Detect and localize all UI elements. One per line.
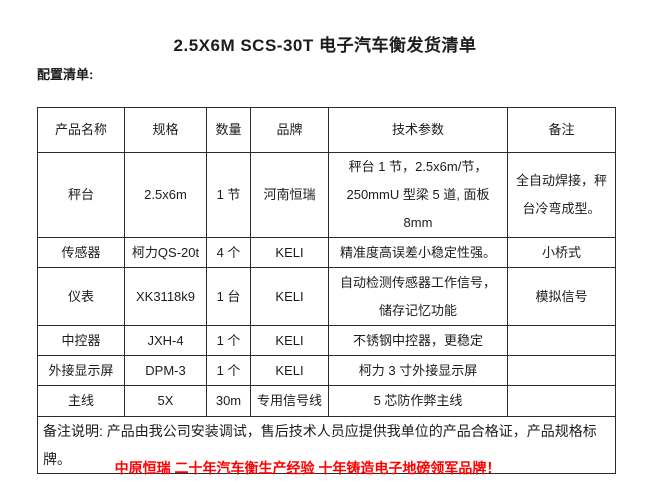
table-row-main-cable: 主线 5X 30m 专用信号线 5 芯防作弊主线	[37, 385, 616, 417]
column-header-note: 备注	[507, 107, 616, 153]
tech-params-cell: 柯力 3 寸外接显示屏	[328, 355, 508, 386]
spec-cell: XK3118k9	[124, 267, 207, 326]
table-row-indicator: 仪表 XK3118k9 1 台 KELI 自动检测传感器工作信号， 储存记忆功能…	[37, 267, 616, 326]
spec-cell: 柯力QS-20t	[124, 237, 207, 268]
tech-params-cell: 秤台 1 节，2.5x6m/节， 250mmU 型梁 5 道, 面板 8mm	[328, 152, 508, 238]
spec-cell: DPM-3	[124, 355, 207, 386]
brand-cell: 河南恒瑞	[250, 152, 329, 238]
tech-params-cell: 自动检测传感器工作信号， 储存记忆功能	[328, 267, 508, 326]
note-cell: 小桥式	[507, 237, 616, 268]
spec-cell: 2.5x6m	[124, 152, 207, 238]
quantity-cell: 30m	[206, 385, 251, 417]
note-cell	[507, 385, 616, 417]
product-name-cell: 仪表	[37, 267, 125, 326]
table-row-sensor: 传感器 柯力QS-20t 4 个 KELI 精准度高误差小稳定性强。 小桥式	[37, 237, 616, 268]
spec-cell: 5X	[124, 385, 207, 417]
table-row-junction-box: 中控器 JXH-4 1 个 KELI 不锈钢中控器，更稳定	[37, 325, 616, 356]
table-header-row: 产品名称 规格 数量 品牌 技术参数 备注	[37, 107, 616, 153]
page-title: 2.5X6M SCS-30T 电子汽车衡发货清单	[173, 36, 477, 55]
product-name-cell: 中控器	[37, 325, 125, 356]
note-cell: 全自动焊接，秤 台冷弯成型。	[507, 152, 616, 238]
product-table: 产品名称 规格 数量 品牌 技术参数 备注 秤台 2.5x6m 1 节 河南恒瑞…	[37, 107, 616, 474]
brand-cell: KELI	[250, 355, 329, 386]
table-row-external-display: 外接显示屏 DPM-3 1 个 KELI 柯力 3 寸外接显示屏	[37, 355, 616, 386]
product-name-cell: 主线	[37, 385, 125, 417]
note-cell	[507, 355, 616, 386]
product-name-cell: 外接显示屏	[37, 355, 125, 386]
table-remark-row: 备注说明: 产品由我公司安装调试，售后技术人员应提供我单位的产品合格证，产品规格…	[37, 416, 616, 474]
quantity-cell: 1 个	[206, 355, 251, 386]
table-row-weighbridge: 秤台 2.5x6m 1 节 河南恒瑞 秤台 1 节，2.5x6m/节， 250m…	[37, 152, 616, 238]
column-header-spec: 规格	[124, 107, 207, 153]
column-header-product-name: 产品名称	[37, 107, 125, 153]
note-cell	[507, 325, 616, 356]
spec-cell: JXH-4	[124, 325, 207, 356]
product-name-cell: 传感器	[37, 237, 125, 268]
brand-cell: KELI	[250, 325, 329, 356]
tech-params-cell: 不锈钢中控器，更稳定	[328, 325, 508, 356]
tech-params-cell: 精准度高误差小稳定性强。	[328, 237, 508, 268]
tech-params-cell: 5 芯防作弊主线	[328, 385, 508, 417]
brand-cell: KELI	[250, 267, 329, 326]
quantity-cell: 1 节	[206, 152, 251, 238]
note-cell: 模拟信号	[507, 267, 616, 326]
quantity-cell: 1 个	[206, 325, 251, 356]
brand-slogan: 中原恒瑞 二十年汽车衡生产经验 十年铸造电子地磅领军品牌！	[114, 460, 501, 476]
column-header-tech-params: 技术参数	[328, 107, 508, 153]
remark-note: 备注说明: 产品由我公司安装调试，售后技术人员应提供我单位的产品合格证，产品规格…	[37, 416, 616, 474]
brand-cell: KELI	[250, 237, 329, 268]
product-name-cell: 秤台	[37, 152, 125, 238]
quantity-cell: 1 台	[206, 267, 251, 326]
column-header-brand: 品牌	[250, 107, 329, 153]
config-list-label: 配置清单:	[37, 67, 94, 82]
column-header-quantity: 数量	[206, 107, 251, 153]
quantity-cell: 4 个	[206, 237, 251, 268]
brand-cell: 专用信号线	[250, 385, 329, 417]
